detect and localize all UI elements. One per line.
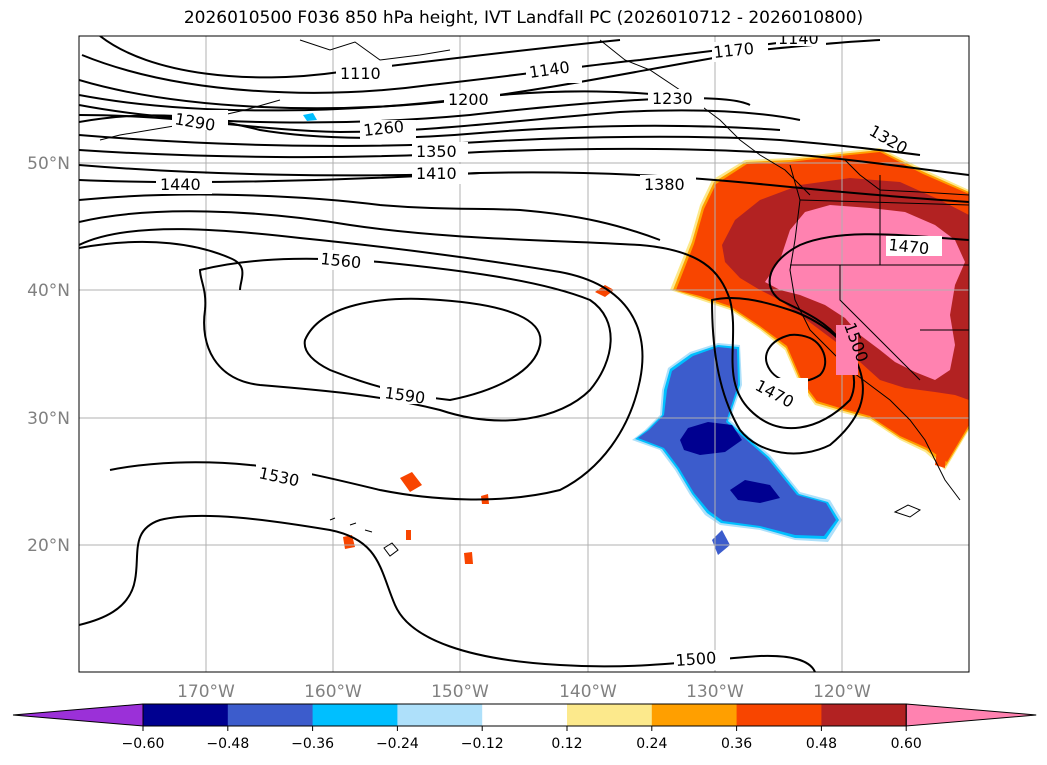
- ivt-fill-blob: [935, 450, 946, 468]
- contour-label: 1200: [448, 90, 489, 109]
- ivt-fill-neg-0.48: [730, 480, 780, 503]
- contour-label: 1110: [340, 64, 381, 83]
- colorbar-tick-label: 0.36: [721, 736, 752, 752]
- contour-label: 1350: [416, 142, 457, 161]
- lat-label-40: 40°N: [27, 281, 70, 301]
- contour-1560: [198, 257, 612, 422]
- lon-label-130w: 130°W: [686, 682, 744, 702]
- contour-1350: [79, 147, 969, 176]
- contour-1590: [303, 297, 542, 402]
- ivt-negative-shading: [303, 113, 842, 555]
- map-plot-area: 1110 1140 1140 1170 1200 1230 1260 1290 …: [79, 29, 969, 672]
- contour-1530: [79, 240, 244, 291]
- contour-label: 1170: [712, 39, 754, 62]
- contour-label: 1410: [416, 164, 457, 183]
- colorbar-segment: [143, 704, 229, 726]
- contour-label: 1380: [644, 175, 685, 194]
- ivt-fill-neg-0.24: [303, 113, 317, 121]
- contour-1320: [79, 134, 921, 156]
- lon-label-150w: 150°W: [431, 682, 489, 702]
- contour-label: 1560: [320, 249, 362, 272]
- colorbar-tick-label: 0.60: [891, 736, 922, 752]
- colorbar-segment: [397, 704, 483, 726]
- contour-label: 1470: [888, 235, 930, 258]
- ivt-fill-neg-0.36: [712, 530, 730, 555]
- ivt-fill-blob: [595, 285, 614, 297]
- colorbar: −0.60 −0.48 −0.36 −0.24 −0.12 0.12 0.24 0.36 0.4…: [12, 703, 1037, 752]
- ivt-positive-shading: [343, 148, 969, 564]
- colorbar-tick-label: 0.12: [551, 736, 582, 752]
- contour-label: 1230: [652, 89, 693, 108]
- lon-label-140w: 140°W: [559, 682, 617, 702]
- contour-1380: [79, 164, 969, 203]
- colorbar-segment: [736, 704, 822, 726]
- lat-label-30: 30°N: [27, 409, 70, 429]
- lon-label-120w: 120°W: [813, 682, 871, 702]
- contour-1470-cutoff: [710, 297, 864, 455]
- contour-1440: [79, 193, 661, 241]
- colorbar-frame: [142, 703, 907, 727]
- colorbar-tick-label: −0.24: [376, 736, 419, 752]
- ivt-fill-blob: [400, 472, 422, 492]
- colorbar-segment: [312, 704, 398, 726]
- ivt-fill-neg-0.48: [680, 422, 742, 455]
- colorbar-tick-label: −0.60: [122, 736, 165, 752]
- colorbar-segment: [482, 704, 568, 726]
- contour-1170: [79, 39, 881, 110]
- lon-label-170w: 170°W: [177, 682, 235, 702]
- lat-label-50: 50°N: [27, 154, 70, 174]
- colorbar-segment: [821, 704, 907, 726]
- map-gridlines: [79, 36, 969, 672]
- contour-label: 1440: [160, 175, 201, 194]
- map-title: 2026010500 F036 850 hPa height, IVT Land…: [183, 8, 864, 28]
- contour-label: 1500: [675, 648, 717, 670]
- longitude-labels: 170°W 160°W 150°W 140°W 130°W 120°W: [177, 682, 871, 702]
- colorbar-segment: [227, 704, 314, 726]
- colorbar-extend-high: [905, 703, 1037, 727]
- ivt-fill-blob: [406, 530, 411, 540]
- contour-label: 1140: [778, 29, 819, 48]
- colorbar-tick-label: −0.12: [461, 736, 504, 752]
- colorbar-tick-label: 0.48: [806, 736, 837, 752]
- colorbar-extend-low: [12, 703, 144, 727]
- colorbar-tick-label: −0.36: [291, 736, 334, 752]
- ivt-fill-blob: [464, 552, 473, 564]
- contour-label: 1260: [362, 117, 404, 140]
- contour-1500-inner: [765, 333, 827, 383]
- colorbar-segment: [567, 704, 653, 726]
- colorbar-tick-label: −0.48: [206, 736, 249, 752]
- lon-label-160w: 160°W: [304, 682, 362, 702]
- colorbar-tick-label: 0.24: [636, 736, 667, 752]
- contour-1470: [79, 210, 969, 430]
- latitude-labels: 50°N 40°N 30°N 20°N: [27, 154, 70, 556]
- plot-frame: [78, 35, 970, 673]
- colorbar-segment: [651, 704, 738, 726]
- lat-label-20: 20°N: [27, 536, 70, 556]
